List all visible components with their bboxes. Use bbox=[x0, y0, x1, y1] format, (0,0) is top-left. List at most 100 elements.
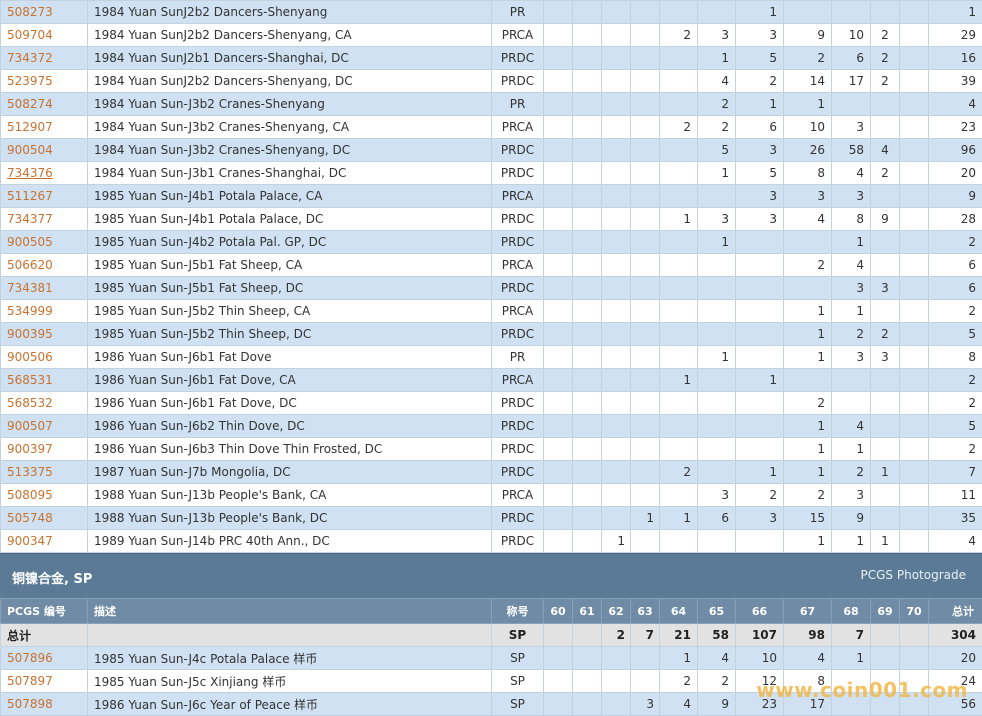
pcgs-number-link[interactable]: 900347 bbox=[0, 529, 88, 553]
grade-count-67: 4 bbox=[783, 207, 832, 231]
pcgs-number-link[interactable]: 506620 bbox=[0, 253, 88, 277]
col-header-62[interactable]: 62 bbox=[601, 598, 631, 624]
grade-count-68: 6 bbox=[831, 46, 871, 70]
pcgs-number[interactable]: 507897 bbox=[7, 674, 53, 688]
pcgs-number-link[interactable]: 534999 bbox=[0, 299, 88, 323]
pcgs-number-link[interactable]: 511267 bbox=[0, 184, 88, 208]
col-header-designation[interactable]: 称号 bbox=[491, 598, 544, 624]
pcgs-number-link[interactable]: 508095 bbox=[0, 483, 88, 507]
grade-count-60 bbox=[543, 92, 573, 116]
col-header-69[interactable]: 69 bbox=[870, 598, 900, 624]
grade-count-69 bbox=[870, 253, 900, 277]
pcgs-number[interactable]: 505748 bbox=[7, 511, 53, 525]
pcgs-number[interactable]: 900507 bbox=[7, 419, 53, 433]
pcgs-number-link[interactable]: 505748 bbox=[0, 506, 88, 530]
grade-count-65: 2 bbox=[697, 115, 736, 139]
pcgs-number-link[interactable]: 900395 bbox=[0, 322, 88, 346]
pcgs-number[interactable]: 507898 bbox=[7, 697, 53, 711]
pcgs-number[interactable]: 513375 bbox=[7, 465, 53, 479]
pcgs-number[interactable]: 508274 bbox=[7, 97, 53, 111]
col-header-68[interactable]: 68 bbox=[831, 598, 871, 624]
pcgs-number[interactable]: 506620 bbox=[7, 258, 53, 272]
pcgs-number-link[interactable]: 900504 bbox=[0, 138, 88, 162]
col-header-63[interactable]: 63 bbox=[630, 598, 660, 624]
designation: PRDC bbox=[491, 391, 544, 415]
pcgs-number-link[interactable]: 900505 bbox=[0, 230, 88, 254]
pcgs-number[interactable]: 523975 bbox=[7, 74, 53, 88]
pcgs-number[interactable]: 512907 bbox=[7, 120, 53, 134]
grade-count-64 bbox=[659, 345, 698, 369]
pcgs-number-link[interactable]: 900507 bbox=[0, 414, 88, 438]
pcgs-number-link[interactable]: 507896 bbox=[0, 646, 88, 670]
grade-count-65 bbox=[697, 276, 736, 300]
pcgs-number-link[interactable]: 900506 bbox=[0, 345, 88, 369]
pcgs-number-link[interactable]: 509704 bbox=[0, 23, 88, 47]
grade-count-68 bbox=[831, 0, 871, 24]
pcgs-number[interactable]: 508095 bbox=[7, 488, 53, 502]
pcgs-number[interactable]: 734372 bbox=[7, 51, 53, 65]
grade-count-69: 2 bbox=[870, 322, 900, 346]
pcgs-number-link[interactable]: 734377 bbox=[0, 207, 88, 231]
col-header-id[interactable]: PCGS 编号 bbox=[0, 598, 88, 624]
pcgs-number-link[interactable]: 508274 bbox=[0, 92, 88, 116]
row-total: 35 bbox=[928, 506, 982, 530]
pcgs-number[interactable]: 508273 bbox=[7, 5, 53, 19]
grade-count-70 bbox=[899, 368, 929, 392]
pcgs-number-link[interactable]: 512907 bbox=[0, 115, 88, 139]
pcgs-number[interactable]: 900347 bbox=[7, 534, 53, 548]
col-header-64[interactable]: 64 bbox=[659, 598, 698, 624]
designation: PRDC bbox=[491, 161, 544, 185]
pcgs-number-link[interactable]: 900397 bbox=[0, 437, 88, 461]
pcgs-number[interactable]: 568532 bbox=[7, 396, 53, 410]
pcgs-number[interactable]: 568531 bbox=[7, 373, 53, 387]
pcgs-number-link[interactable]: 507898 bbox=[0, 692, 88, 716]
pcgs-number[interactable]: 734381 bbox=[7, 281, 53, 295]
pcgs-number[interactable]: 900395 bbox=[7, 327, 53, 341]
pcgs-number[interactable]: 507896 bbox=[7, 651, 53, 665]
col-header-67[interactable]: 67 bbox=[783, 598, 832, 624]
grade-count-67 bbox=[783, 368, 832, 392]
col-header-desc[interactable]: 描述 bbox=[87, 598, 492, 624]
grade-count-66: 2 bbox=[735, 69, 784, 93]
grade-count-65: 2 bbox=[697, 92, 736, 116]
row-total: 6 bbox=[928, 253, 982, 277]
table-row: 511267 1985 Yuan Sun-J4b1 Potala Palace, … bbox=[0, 184, 982, 208]
pcgs-number-link[interactable]: 507897 bbox=[0, 669, 88, 693]
pcgs-number-link[interactable]: 568532 bbox=[0, 391, 88, 415]
grade-count-64 bbox=[659, 92, 698, 116]
pcgs-number[interactable]: 734376 bbox=[7, 166, 53, 180]
grade-count-68 bbox=[831, 669, 871, 693]
coin-description: 1984 Yuan SunJ2b2 Dancers-Shenyang, DC bbox=[87, 69, 492, 93]
total-69 bbox=[870, 623, 900, 647]
pcgs-number[interactable]: 734377 bbox=[7, 212, 53, 226]
pcgs-number[interactable]: 900397 bbox=[7, 442, 53, 456]
photograde-link[interactable]: PCGS Photograde bbox=[860, 568, 966, 582]
col-header-61[interactable]: 61 bbox=[572, 598, 602, 624]
pcgs-number-link[interactable]: 734381 bbox=[0, 276, 88, 300]
col-header-65[interactable]: 65 bbox=[697, 598, 736, 624]
grade-count-63 bbox=[630, 345, 660, 369]
pcgs-number[interactable]: 534999 bbox=[7, 304, 53, 318]
grade-count-62 bbox=[601, 230, 631, 254]
designation: SP bbox=[491, 646, 544, 670]
pcgs-number[interactable]: 900505 bbox=[7, 235, 53, 249]
col-header-60[interactable]: 60 bbox=[543, 598, 573, 624]
pcgs-number-link[interactable]: 568531 bbox=[0, 368, 88, 392]
designation: SP bbox=[491, 692, 544, 716]
pcgs-number[interactable]: 511267 bbox=[7, 189, 53, 203]
pcgs-number-link[interactable]: 508273 bbox=[0, 0, 88, 24]
col-header-70[interactable]: 70 bbox=[899, 598, 929, 624]
col-header-66[interactable]: 66 bbox=[735, 598, 784, 624]
pcgs-number[interactable]: 900504 bbox=[7, 143, 53, 157]
table-row: 734377 1985 Yuan Sun-J4b1 Potala Palace, … bbox=[0, 207, 982, 231]
pcgs-number[interactable]: 900506 bbox=[7, 350, 53, 364]
pcgs-number-link[interactable]: 734376 bbox=[0, 161, 88, 185]
pcgs-number[interactable]: 509704 bbox=[7, 28, 53, 42]
table-row: 508095 1988 Yuan Sun-J13b People's Bank, … bbox=[0, 483, 982, 507]
designation: PRDC bbox=[491, 506, 544, 530]
col-header-total[interactable]: 总计 bbox=[928, 598, 982, 624]
pcgs-number-link[interactable]: 523975 bbox=[0, 69, 88, 93]
pcgs-number-link[interactable]: 513375 bbox=[0, 460, 88, 484]
pcgs-number-link[interactable]: 734372 bbox=[0, 46, 88, 70]
grade-count-60 bbox=[543, 184, 573, 208]
